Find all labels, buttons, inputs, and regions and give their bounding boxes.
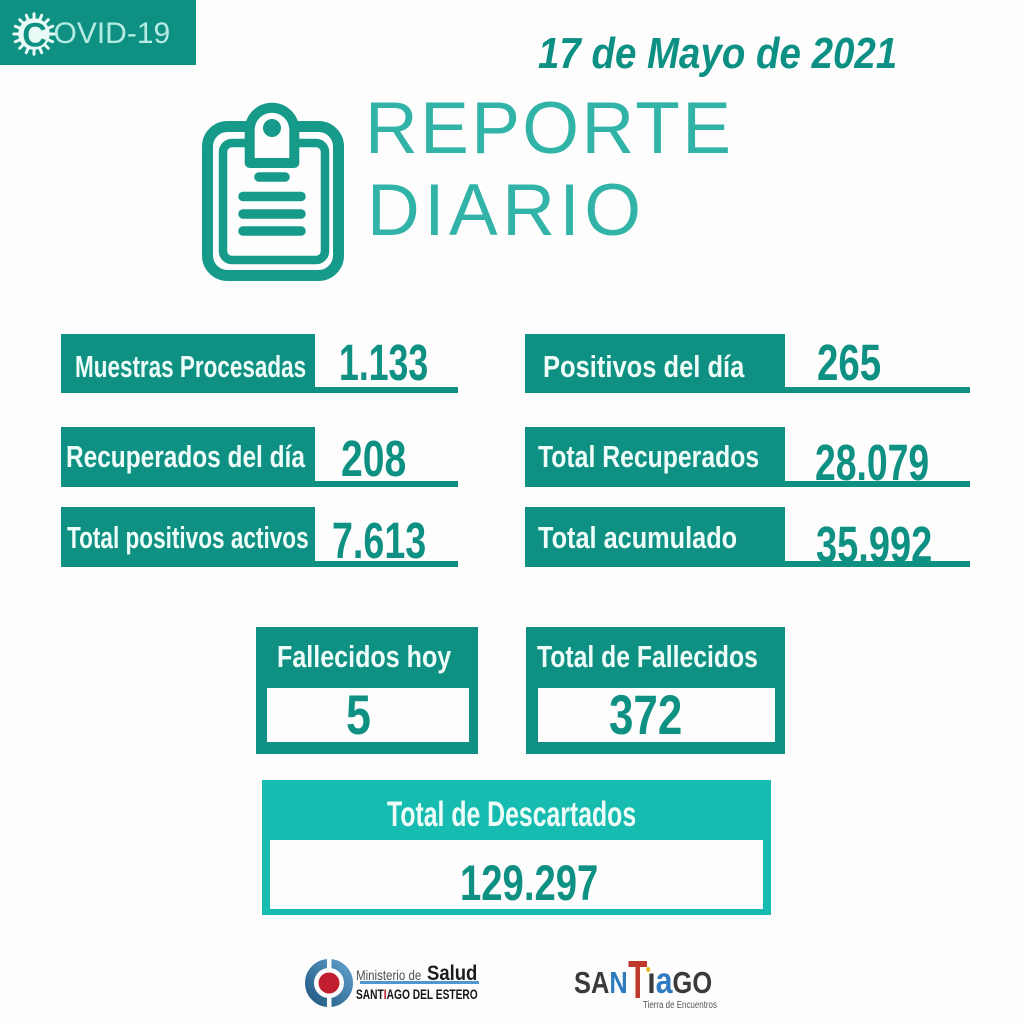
svg-text:C: C bbox=[22, 17, 47, 55]
